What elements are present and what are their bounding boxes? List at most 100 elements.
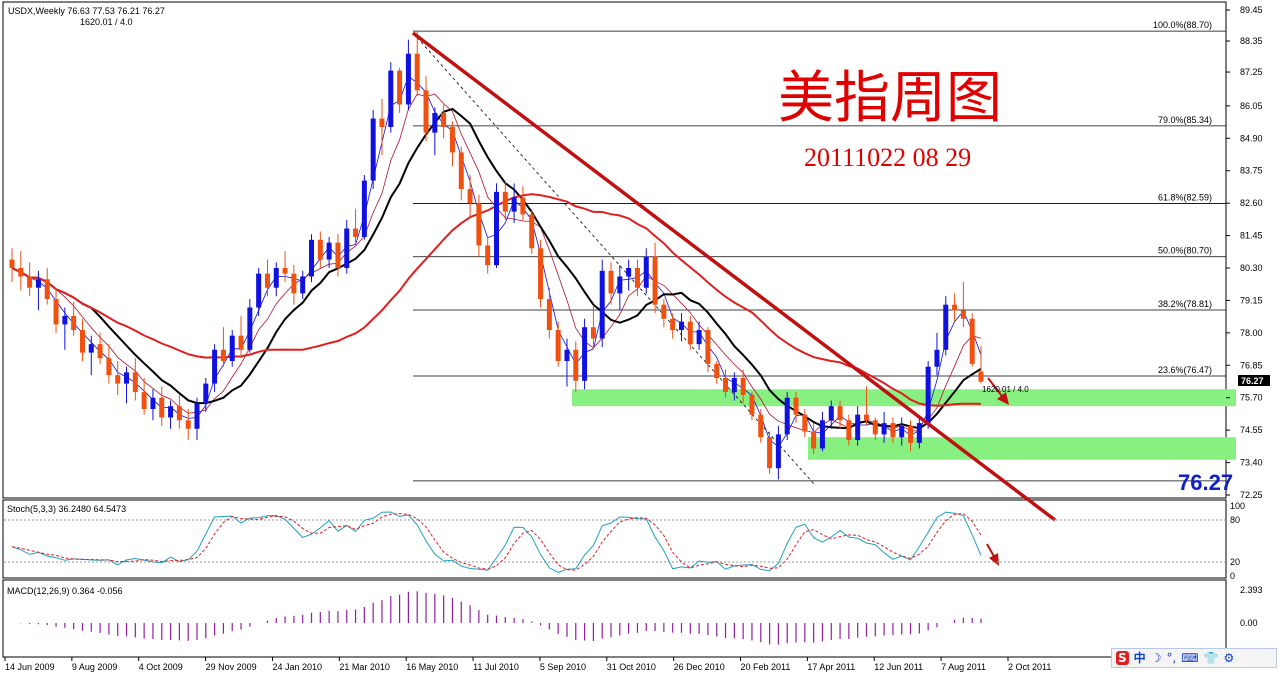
time-tick-11: 20 Feb 2011 bbox=[741, 662, 791, 672]
candle-19 bbox=[176, 394, 182, 429]
symbol-line: USDX,Weekly 76.63 77.53 76.21 76.27 bbox=[8, 6, 165, 16]
candle-77 bbox=[687, 315, 693, 350]
candle-108 bbox=[960, 282, 966, 328]
candles bbox=[9, 31, 984, 480]
time-tick-5: 21 Mar 2010 bbox=[339, 662, 390, 672]
candle-87 bbox=[775, 425, 781, 480]
candle-72 bbox=[643, 248, 649, 294]
macd-tick-1: 0.00 bbox=[1240, 618, 1258, 628]
candle-86 bbox=[767, 431, 773, 474]
candle-74 bbox=[661, 299, 667, 328]
candle-63 bbox=[564, 338, 570, 387]
time-tick-14: 7 Aug 2011 bbox=[941, 662, 986, 672]
stoch-panel bbox=[2, 499, 1227, 579]
candle-33 bbox=[300, 270, 306, 300]
candle-102 bbox=[908, 420, 914, 452]
price-tick-4: 84.90 bbox=[1240, 133, 1263, 143]
candle-71 bbox=[634, 259, 640, 297]
candle-36 bbox=[326, 236, 332, 269]
candle-24 bbox=[220, 327, 226, 367]
candle-0 bbox=[9, 248, 15, 283]
candle-34 bbox=[309, 234, 315, 283]
candle-55 bbox=[494, 183, 499, 269]
support-zone-0 bbox=[572, 389, 1236, 407]
candle-85 bbox=[758, 408, 764, 443]
candle-110 bbox=[978, 346, 984, 384]
time-tick-2: 4 Oct 2009 bbox=[139, 662, 183, 672]
candle-79 bbox=[705, 327, 711, 373]
candle-41 bbox=[370, 110, 376, 190]
settings-icon[interactable]: ⚙ bbox=[1223, 651, 1235, 665]
candle-61 bbox=[546, 287, 552, 339]
time-tick-4: 24 Jan 2010 bbox=[272, 662, 322, 672]
candle-7 bbox=[71, 301, 77, 336]
candle-18 bbox=[168, 400, 174, 429]
time-tick-15: 2 Oct 2011 bbox=[1008, 662, 1051, 672]
price-tick-14: 73.40 bbox=[1240, 458, 1263, 468]
candle-64 bbox=[573, 341, 579, 393]
candle-1 bbox=[18, 251, 24, 291]
fib-tag: 1620.01 / 4.0 bbox=[982, 385, 1029, 394]
stoch-title: Stoch(5,3,3) 36.2480 64.5473 bbox=[7, 504, 126, 514]
fib-baseline bbox=[412, 32, 815, 485]
support-zone-1 bbox=[808, 437, 1236, 460]
price-tick-0: 89.45 bbox=[1240, 5, 1263, 15]
time-tick-3: 29 Nov 2009 bbox=[206, 662, 257, 672]
fib-label-2: 61.8%(82.59) bbox=[1158, 192, 1212, 202]
candle-92 bbox=[819, 411, 825, 452]
candle-6 bbox=[62, 307, 68, 350]
fib-label-3: 50.0%(80.70) bbox=[1158, 246, 1212, 256]
candle-58 bbox=[520, 186, 526, 221]
candle-48 bbox=[432, 107, 438, 156]
candle-60 bbox=[538, 239, 544, 308]
main-panel bbox=[2, 1, 1227, 499]
candle-38 bbox=[344, 220, 350, 274]
candle-44 bbox=[397, 67, 403, 113]
candle-95 bbox=[846, 414, 852, 446]
candle-23 bbox=[212, 344, 218, 393]
fib-label-4: 38.2%(78.81) bbox=[1158, 299, 1212, 309]
candle-39 bbox=[353, 208, 359, 243]
candle-57 bbox=[511, 183, 517, 223]
skin-icon[interactable]: 👕 bbox=[1203, 651, 1219, 665]
fib-label-5: 23.6%(76.47) bbox=[1158, 365, 1212, 375]
candle-43 bbox=[388, 62, 394, 133]
current-price-marker bbox=[1238, 375, 1270, 386]
candle-88 bbox=[784, 392, 790, 441]
price-tick-5: 83.75 bbox=[1240, 166, 1263, 176]
stoch-main-line bbox=[11, 511, 982, 573]
price-tick-2: 87.25 bbox=[1240, 67, 1263, 77]
candle-3 bbox=[35, 270, 41, 311]
stoch-tick-0: 100 bbox=[1230, 501, 1245, 511]
price-tick-7: 81.45 bbox=[1240, 231, 1263, 241]
macd-title: MACD(12,26,9) 0.364 -0.056 bbox=[7, 586, 123, 596]
candle-40 bbox=[361, 174, 367, 240]
candle-99 bbox=[881, 411, 887, 443]
keyboard-icon[interactable]: ⌨ bbox=[1181, 651, 1199, 665]
candle-66 bbox=[590, 304, 596, 350]
stoch-tick-1: 80 bbox=[1230, 515, 1240, 525]
chinese-mode-toggle[interactable]: 中 bbox=[1133, 651, 1146, 665]
candle-81 bbox=[723, 369, 729, 398]
candle-2 bbox=[27, 262, 33, 297]
punctuation-toggle[interactable]: °, bbox=[1166, 651, 1177, 665]
price-tick-12: 75.70 bbox=[1240, 393, 1263, 403]
moon-icon[interactable]: ☽ bbox=[1150, 651, 1162, 665]
time-tick-1: 9 Aug 2009 bbox=[72, 662, 118, 672]
fib-label-1: 79.0%(85.34) bbox=[1158, 115, 1212, 125]
arrow-stoch bbox=[986, 543, 999, 566]
candle-67 bbox=[599, 259, 605, 347]
ime-toolbar[interactable]: S 中 ☽ °, ⌨ 👕 ⚙ bbox=[1111, 648, 1277, 668]
macd-tick-0: 2.393 bbox=[1240, 585, 1263, 595]
time-tick-12: 17 Apr 2011 bbox=[807, 662, 855, 672]
symbol-sub-line: 1620.01 / 4.0 bbox=[80, 17, 133, 27]
candle-28 bbox=[256, 268, 262, 316]
candle-51 bbox=[458, 146, 464, 201]
sogou-icon[interactable]: S bbox=[1116, 651, 1129, 665]
stoch-tick-2: 20 bbox=[1230, 557, 1240, 567]
candle-54 bbox=[485, 236, 491, 274]
fibonacci-levels: 100.0%(88.70) 79.0%(85.34) 61.8%(82.59) 50.… bbox=[413, 20, 1226, 482]
candle-103 bbox=[916, 417, 922, 449]
candle-49 bbox=[441, 104, 447, 139]
